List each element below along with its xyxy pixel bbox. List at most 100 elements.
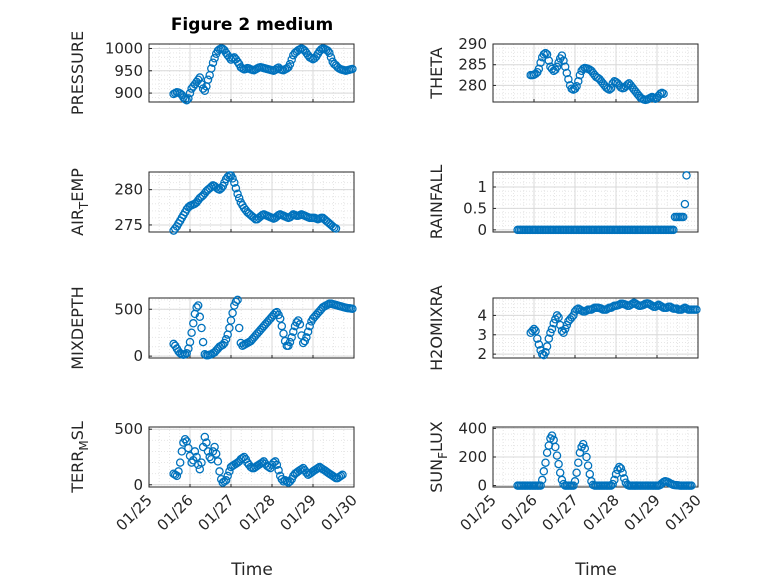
data-point	[274, 466, 283, 475]
y-tick-label: 2	[477, 345, 487, 363]
data-point	[542, 342, 552, 351]
data-point	[580, 444, 590, 453]
y-tick-label: 0.5	[463, 199, 487, 217]
y-tick-label: 285	[458, 56, 487, 74]
data-point	[207, 64, 216, 73]
data-point	[529, 324, 539, 334]
y-axis-label-part: SUN	[427, 459, 446, 493]
x-tick-label: 01/26	[154, 491, 197, 534]
data-point	[692, 305, 701, 314]
data-point	[537, 475, 547, 485]
y-axis-label-part: LUX	[427, 421, 446, 452]
data-point	[231, 183, 241, 193]
data-series	[169, 432, 347, 487]
y-tick-label: 0	[477, 477, 487, 495]
data-point	[531, 326, 540, 336]
data-point	[659, 89, 668, 98]
data-point	[336, 471, 346, 481]
data-point	[536, 481, 545, 490]
subplot-mixdepth: 0 500 MIXDEPTH	[68, 286, 357, 370]
y-axis-label: THETA	[427, 47, 446, 99]
data-point	[554, 313, 563, 322]
data-series	[169, 295, 357, 360]
subplot-h2omixra: 23 4 H2OMIXRA	[427, 285, 701, 371]
data-point	[190, 447, 200, 456]
data-point	[572, 468, 581, 477]
x-tick-label: 01/30	[318, 491, 361, 534]
data-point	[560, 324, 570, 334]
data-point	[541, 347, 550, 357]
data-point	[687, 481, 696, 490]
data-point	[574, 458, 583, 467]
y-tick-label: 500	[114, 300, 143, 318]
y-tick-label: 1000	[105, 39, 143, 57]
data-point	[323, 46, 333, 55]
y-tick-label: 950	[114, 62, 143, 80]
data-point	[202, 438, 211, 447]
y-tick-label: 900	[114, 84, 143, 102]
data-point	[610, 475, 619, 485]
data-point	[195, 312, 205, 322]
data-point	[182, 95, 191, 105]
data-point	[619, 474, 629, 483]
subplot-theta: 280 285 290 THETA	[427, 35, 699, 105]
data-series	[526, 298, 701, 360]
subplot-rainfall: 0 0.5 1 RAINFALL	[427, 165, 699, 239]
data-point	[233, 295, 242, 305]
data-point	[285, 59, 295, 69]
data-point	[182, 349, 191, 358]
data-point	[552, 311, 562, 320]
data-point	[223, 471, 232, 481]
data-point	[184, 94, 193, 103]
y-axis-label-part: AIR	[68, 209, 87, 236]
data-point	[197, 458, 206, 467]
data-point	[680, 199, 690, 209]
y-axis-label-subscript: F	[436, 452, 450, 459]
data-point	[305, 321, 314, 331]
data-point	[583, 461, 593, 470]
y-axis-label: SUNFLUX	[427, 421, 450, 493]
x-tick-label: 01/27	[539, 491, 582, 534]
y-tick-label: 0	[133, 476, 143, 494]
axes-frame	[492, 43, 699, 103]
data-point	[231, 297, 241, 307]
data-point	[285, 337, 295, 347]
data-point	[682, 171, 691, 180]
x-tick-label: 01/28	[580, 491, 623, 534]
data-point	[616, 464, 626, 473]
data-point	[547, 431, 557, 440]
data-series	[513, 171, 691, 235]
data-point	[562, 68, 572, 78]
y-tick-label: 280	[458, 76, 487, 94]
data-point	[547, 324, 557, 334]
x-tick-label: 01/27	[195, 491, 238, 534]
data-point	[348, 64, 357, 74]
data-point	[536, 58, 545, 67]
y-axis-label-subscript: M	[77, 440, 91, 450]
data-point	[574, 77, 583, 86]
y-tick-label: 290	[458, 35, 487, 53]
data-point	[192, 452, 201, 462]
y-tick-label: 200	[458, 448, 487, 466]
data-point	[277, 321, 287, 331]
data-point	[192, 303, 201, 312]
data-point	[606, 84, 616, 93]
data-point	[175, 458, 185, 467]
data-point	[544, 334, 554, 343]
data-point	[582, 452, 591, 462]
y-axis-label-subscript: T	[77, 201, 91, 210]
x-tick-label: 01/29	[621, 491, 664, 534]
data-point	[213, 457, 223, 466]
data-point	[528, 326, 537, 336]
data-point	[539, 50, 549, 59]
x-tick-label: 01/30	[662, 491, 705, 534]
data-point	[551, 442, 560, 452]
y-tick-label: 0	[477, 221, 487, 239]
data-point	[203, 75, 213, 84]
data-series	[169, 171, 341, 235]
x-tick-label: 01/25	[113, 491, 156, 534]
data-point	[326, 53, 336, 62]
data-point	[331, 224, 341, 233]
data-point	[552, 451, 562, 460]
data-point	[678, 212, 688, 222]
